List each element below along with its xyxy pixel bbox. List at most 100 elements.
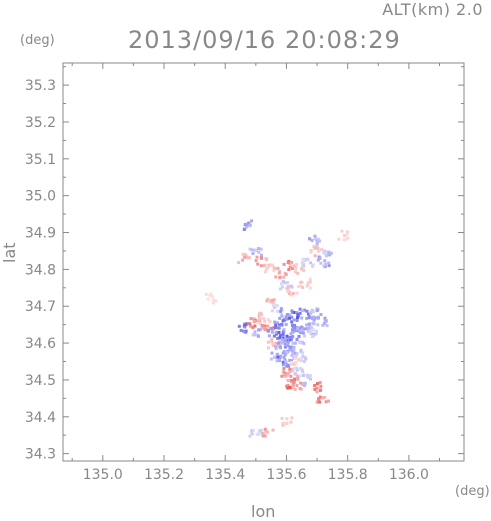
data-pixel [272, 269, 276, 273]
data-pixel [327, 250, 331, 254]
data-pixel [280, 314, 284, 318]
data-pixel [251, 252, 255, 256]
data-pixel [316, 382, 319, 386]
data-point [316, 315, 329, 328]
data-pixel [278, 316, 282, 320]
data-pixel [274, 347, 278, 350]
data-pixel [323, 396, 327, 399]
data-pixel [327, 261, 331, 265]
data-point [306, 325, 318, 339]
data-pixel [282, 355, 286, 359]
data-pixel [274, 275, 278, 279]
data-pixel [297, 329, 301, 333]
data-pixel [288, 338, 292, 342]
data-pixel [298, 387, 302, 390]
data-pixel [281, 423, 285, 427]
data-pixel [303, 334, 307, 338]
data-point [298, 277, 312, 290]
data-pixel [250, 219, 254, 223]
data-point [251, 325, 267, 338]
data-pixel [242, 329, 246, 333]
data-pixel [285, 421, 289, 425]
data-pixel [305, 373, 309, 377]
data-pixel [294, 355, 298, 358]
x-tick-label: 135.2 [144, 467, 184, 483]
data-pixel [317, 316, 320, 320]
data-pixel [284, 360, 288, 363]
data-pixel [279, 312, 283, 316]
data-pixel [282, 370, 286, 374]
data-pixel [257, 312, 261, 316]
data-pixel [237, 324, 241, 328]
data-pixel [287, 290, 291, 294]
data-pixel [295, 384, 299, 387]
data-pixel [290, 315, 294, 319]
data-pixel [280, 416, 284, 420]
data-pixel [263, 319, 267, 323]
data-pixel [327, 264, 331, 267]
data-pixel [307, 327, 311, 330]
data-pixel [265, 298, 269, 302]
data-pixel [293, 372, 297, 376]
data-pixel [313, 384, 317, 387]
data-pixel [285, 317, 289, 321]
data-pixel [320, 247, 324, 251]
data-pixel [281, 285, 284, 289]
data-pixel [297, 334, 301, 338]
data-pixel [294, 270, 297, 274]
data-pixel [315, 390, 319, 394]
data-pixel [301, 331, 305, 335]
data-pixel [281, 280, 285, 283]
data-pixel [263, 270, 267, 274]
data-pixel [294, 361, 298, 365]
data-pixel [262, 432, 266, 436]
data-pixel [311, 315, 315, 319]
data-pixel [212, 299, 216, 303]
data-pixel [286, 378, 290, 382]
data-pixel [247, 221, 251, 225]
data-pixel [291, 323, 294, 327]
data-point [322, 249, 333, 258]
data-pixel [284, 345, 287, 349]
data-pixel [299, 367, 302, 370]
data-pixel [289, 420, 293, 424]
data-pixel [283, 342, 287, 346]
data-pixel [288, 316, 292, 320]
data-pixel [292, 362, 296, 366]
data-pixel [289, 374, 293, 378]
data-pixel [288, 262, 292, 266]
data-point [237, 322, 249, 335]
data-pixel [259, 264, 263, 268]
data-pixel [279, 345, 283, 349]
data-pixel [257, 247, 261, 251]
data-pixel [317, 397, 321, 401]
data-pixel [276, 336, 280, 340]
data-pixel [292, 380, 296, 384]
data-pixel [291, 335, 295, 338]
data-pixel [306, 329, 310, 333]
data-pixel [323, 262, 327, 266]
data-pixel [242, 228, 246, 231]
data-pixel [301, 351, 305, 355]
data-pixel [241, 252, 245, 256]
data-pixel [263, 427, 267, 431]
data-pixel [323, 316, 327, 320]
data-pixel [302, 268, 306, 272]
data-pixel [295, 337, 299, 341]
data-pixel [296, 313, 300, 317]
data-pixel [260, 326, 264, 330]
data-pixel [257, 250, 261, 254]
data-pixel [321, 396, 325, 400]
data-pixel [295, 311, 299, 315]
data-pixel [282, 329, 286, 333]
data-pixel [293, 311, 297, 314]
data-pixel [288, 370, 292, 374]
data-pixel [293, 327, 297, 331]
data-marks [204, 219, 350, 438]
data-pixel [281, 332, 285, 336]
data-pixel [343, 234, 347, 238]
data-pixel [290, 359, 293, 363]
data-pixel [250, 248, 254, 252]
data-pixel [283, 373, 287, 377]
data-pixel [266, 329, 270, 333]
